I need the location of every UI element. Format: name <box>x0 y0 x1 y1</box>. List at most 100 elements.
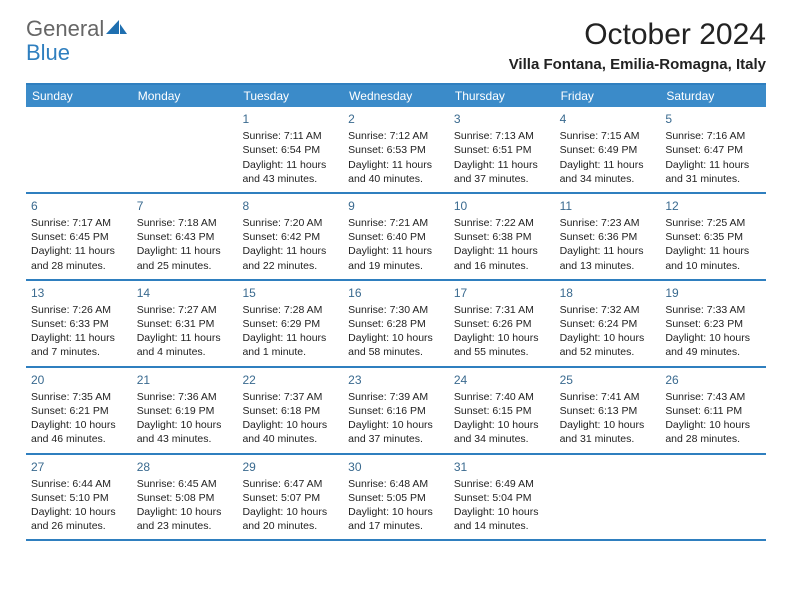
day-details: Sunrise: 6:45 AMSunset: 5:08 PMDaylight:… <box>137 477 233 534</box>
day-cell: 18Sunrise: 7:32 AMSunset: 6:24 PMDayligh… <box>555 281 661 366</box>
sunrise-line: Sunrise: 7:13 AM <box>454 129 550 143</box>
day-cell-blank <box>660 455 766 540</box>
daylight-line: Daylight: 11 hours and 34 minutes. <box>560 158 656 186</box>
sunset-line: Sunset: 5:05 PM <box>348 491 444 505</box>
day-cell: 28Sunrise: 6:45 AMSunset: 5:08 PMDayligh… <box>132 455 238 540</box>
sunset-line: Sunset: 6:13 PM <box>560 404 656 418</box>
day-number: 1 <box>242 111 338 127</box>
day-number: 13 <box>31 285 127 301</box>
day-cell: 1Sunrise: 7:11 AMSunset: 6:54 PMDaylight… <box>237 107 343 192</box>
sunset-line: Sunset: 6:31 PM <box>137 317 233 331</box>
day-header: Monday <box>132 85 238 107</box>
sunrise-line: Sunrise: 7:23 AM <box>560 216 656 230</box>
day-details: Sunrise: 7:40 AMSunset: 6:15 PMDaylight:… <box>454 390 550 447</box>
day-details: Sunrise: 7:36 AMSunset: 6:19 PMDaylight:… <box>137 390 233 447</box>
day-details: Sunrise: 7:25 AMSunset: 6:35 PMDaylight:… <box>665 216 761 273</box>
brand-word1: General <box>26 18 104 40</box>
brand-word2: Blue <box>26 40 70 65</box>
brand-word2-wrap: Blue <box>26 40 70 66</box>
daylight-line: Daylight: 11 hours and 4 minutes. <box>137 331 233 359</box>
day-cell: 30Sunrise: 6:48 AMSunset: 5:05 PMDayligh… <box>343 455 449 540</box>
sunset-line: Sunset: 6:23 PM <box>665 317 761 331</box>
day-number: 22 <box>242 372 338 388</box>
sunset-line: Sunset: 5:08 PM <box>137 491 233 505</box>
day-details: Sunrise: 6:49 AMSunset: 5:04 PMDaylight:… <box>454 477 550 534</box>
sunset-line: Sunset: 6:47 PM <box>665 143 761 157</box>
daylight-line: Daylight: 11 hours and 19 minutes. <box>348 244 444 272</box>
daylight-line: Daylight: 11 hours and 25 minutes. <box>137 244 233 272</box>
day-cell: 7 Sunrise: 7:18 AMSunset: 6:43 PMDaylight… <box>132 194 238 279</box>
day-cell: 12Sunrise: 7:25 AMSunset: 6:35 PMDayligh… <box>660 194 766 279</box>
sunrise-line: Sunrise: 7:20 AM <box>242 216 338 230</box>
day-details: Sunrise: 6:44 AMSunset: 5:10 PMDaylight:… <box>31 477 127 534</box>
sunrise-line: Sunrise: 7:21 AM <box>348 216 444 230</box>
sunrise-line: Sunrise: 7:12 AM <box>348 129 444 143</box>
day-number: 2 <box>348 111 444 127</box>
daylight-line: Daylight: 10 hours and 34 minutes. <box>454 418 550 446</box>
daylight-line: Daylight: 10 hours and 31 minutes. <box>560 418 656 446</box>
day-cell: 13Sunrise: 7:26 AMSunset: 6:33 PMDayligh… <box>26 281 132 366</box>
sunrise-line: Sunrise: 7:18 AM <box>137 216 233 230</box>
sunrise-line: Sunrise: 7:40 AM <box>454 390 550 404</box>
sunrise-line: Sunrise: 7:16 AM <box>665 129 761 143</box>
sunset-line: Sunset: 6:21 PM <box>31 404 127 418</box>
sunset-line: Sunset: 6:53 PM <box>348 143 444 157</box>
sunrise-line: Sunrise: 7:35 AM <box>31 390 127 404</box>
sunset-line: Sunset: 6:18 PM <box>242 404 338 418</box>
sunrise-line: Sunrise: 7:33 AM <box>665 303 761 317</box>
day-cell: 15 Sunrise: 7:28 AMSunset: 6:29 PMDayligh… <box>237 281 343 366</box>
sunset-line: Sunset: 6:49 PM <box>560 143 656 157</box>
day-number: 21 <box>137 372 233 388</box>
sunrise-line: Sunrise: 7:32 AM <box>560 303 656 317</box>
day-cell: 17Sunrise: 7:31 AMSunset: 6:26 PMDayligh… <box>449 281 555 366</box>
sunset-line: Sunset: 6:26 PM <box>454 317 550 331</box>
day-cell: 8Sunrise: 7:20 AMSunset: 6:42 PMDaylight… <box>237 194 343 279</box>
day-cell: 5Sunrise: 7:16 AMSunset: 6:47 PMDaylight… <box>660 107 766 192</box>
day-number: 14 <box>137 285 233 301</box>
daylight-line: Daylight: 10 hours and 46 minutes. <box>31 418 127 446</box>
day-number: 15 <box>242 285 338 301</box>
day-cell: 6Sunrise: 7:17 AMSunset: 6:45 PMDaylight… <box>26 194 132 279</box>
day-cell: 9Sunrise: 7:21 AMSunset: 6:40 PMDaylight… <box>343 194 449 279</box>
day-details: Sunrise: 7:33 AMSunset: 6:23 PMDaylight:… <box>665 303 761 360</box>
sunrise-line: Sunrise: 7:11 AM <box>242 129 338 143</box>
sunset-line: Sunset: 6:33 PM <box>31 317 127 331</box>
daylight-line: Daylight: 10 hours and 40 minutes. <box>242 418 338 446</box>
daylight-line: Daylight: 11 hours and 16 minutes. <box>454 244 550 272</box>
day-header: Friday <box>555 85 661 107</box>
sunrise-line: Sunrise: 6:47 AM <box>242 477 338 491</box>
sunrise-line: Sunrise: 7:37 AM <box>242 390 338 404</box>
sunset-line: Sunset: 5:07 PM <box>242 491 338 505</box>
day-details: Sunrise: 7:35 AMSunset: 6:21 PMDaylight:… <box>31 390 127 447</box>
day-cell: 25Sunrise: 7:41 AMSunset: 6:13 PMDayligh… <box>555 368 661 453</box>
sunrise-line: Sunrise: 7:41 AM <box>560 390 656 404</box>
day-number: 16 <box>348 285 444 301</box>
daylight-line: Daylight: 11 hours and 43 minutes. <box>242 158 338 186</box>
day-details: Sunrise: 7:39 AMSunset: 6:16 PMDaylight:… <box>348 390 444 447</box>
day-cell: 11Sunrise: 7:23 AMSunset: 6:36 PMDayligh… <box>555 194 661 279</box>
sunrise-line: Sunrise: 7:26 AM <box>31 303 127 317</box>
sunset-line: Sunset: 6:36 PM <box>560 230 656 244</box>
sunrise-line: Sunrise: 7:25 AM <box>665 216 761 230</box>
sunset-line: Sunset: 6:42 PM <box>242 230 338 244</box>
day-number: 7 <box>137 198 233 214</box>
day-header-row: SundayMondayTuesdayWednesdayThursdayFrid… <box>26 85 766 107</box>
day-details: Sunrise: 7:12 AMSunset: 6:53 PMDaylight:… <box>348 129 444 186</box>
sunrise-line: Sunrise: 6:49 AM <box>454 477 550 491</box>
day-details: Sunrise: 7:37 AMSunset: 6:18 PMDaylight:… <box>242 390 338 447</box>
day-number: 23 <box>348 372 444 388</box>
sunset-line: Sunset: 6:40 PM <box>348 230 444 244</box>
sunset-line: Sunset: 6:43 PM <box>137 230 233 244</box>
brand-logo: General <box>26 18 130 40</box>
daylight-line: Daylight: 10 hours and 37 minutes. <box>348 418 444 446</box>
calendar-page: General October 2024 Villa Fontana, Emil… <box>0 0 792 551</box>
day-details: Sunrise: 7:28 AMSunset: 6:29 PMDaylight:… <box>242 303 338 360</box>
sunset-line: Sunset: 6:45 PM <box>31 230 127 244</box>
day-header: Saturday <box>660 85 766 107</box>
day-cell: 29Sunrise: 6:47 AMSunset: 5:07 PMDayligh… <box>237 455 343 540</box>
day-details: Sunrise: 7:23 AMSunset: 6:36 PMDaylight:… <box>560 216 656 273</box>
day-cell: 16Sunrise: 7:30 AMSunset: 6:28 PMDayligh… <box>343 281 449 366</box>
day-number: 17 <box>454 285 550 301</box>
daylight-line: Daylight: 11 hours and 37 minutes. <box>454 158 550 186</box>
sunrise-line: Sunrise: 6:48 AM <box>348 477 444 491</box>
